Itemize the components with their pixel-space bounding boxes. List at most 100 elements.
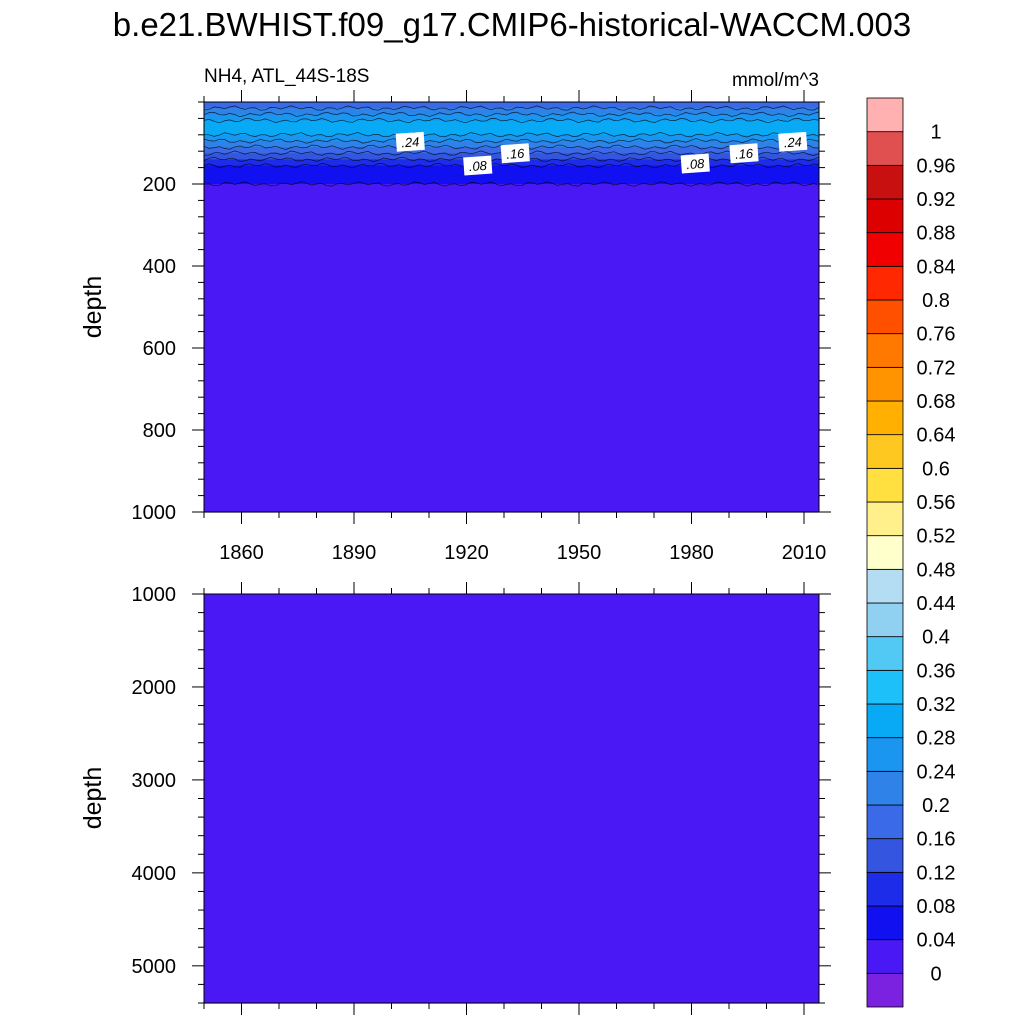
colorbar-box [866,770,904,806]
y-tick-label: 2000 [132,677,177,699]
x-tick-label: 1890 [332,542,377,564]
contour-line [203,138,820,144]
contour-label-text: .08 [686,156,706,172]
colorbar-label: 0.8 [922,290,950,312]
depth-band [204,108,819,115]
panel-left-string: NH4, ATL_44S-18S [204,66,369,87]
colorbar-box [866,232,904,267]
y-tick-label: 1000 [132,584,177,606]
colorbar-box [866,434,904,469]
x-tick-label: 1980 [669,542,714,564]
colorbar-label: 0.6 [922,458,950,480]
contour-label-box [463,155,493,176]
y-tick-label: 4000 [132,863,177,885]
colorbar-label: 0.56 [917,492,956,514]
y-axis-label: depth [79,767,107,830]
contour-line [203,111,820,118]
colorbar-label: 0.64 [917,425,956,447]
colorbar-box [866,467,904,503]
colorbar-box [866,871,904,907]
colorbar-labels: 0 0.04 0.08 0.12 0.16 0.2 0.24 0.28 0.32 0.36 0.4 0… [917,122,956,986]
contour-label-box [680,153,710,174]
colorbar-label: 0.04 [917,930,956,952]
colorbar-box [866,905,904,941]
y-tick-label: 400 [143,256,176,278]
depth-band [204,184,819,513]
contour-label: .16 [729,143,759,164]
colorbar-box [866,299,904,335]
colorbar-box [866,602,904,638]
contour-line [203,117,820,124]
contour-label-text: .08 [468,158,488,174]
colorbar-label: 0.24 [917,761,956,783]
contour-label: .24 [778,131,808,152]
x-tick-label: 1950 [557,542,602,564]
contour-line [203,163,820,169]
colorbar-label: 0.68 [917,391,956,413]
contour-label-box [500,143,530,164]
y-tick-label: 3000 [132,770,177,792]
colorbar-box [866,838,904,873]
colorbar-box [866,97,904,133]
panel-units: mmol/m^3 [732,70,819,91]
colorbar-label: 0 [930,963,941,985]
colorbar-label: 0.4 [922,627,950,649]
plot-frame [203,101,820,513]
contour-labels: .24 .16 .08 .08 .16 .24 [395,131,808,176]
depth-band [204,114,819,122]
colorbar-box [866,366,904,402]
contour-label: .08 [463,155,493,176]
y-axis-label: depth [79,276,107,339]
y-tick-label: 800 [143,420,176,442]
colorbar-label: 0.72 [917,357,956,379]
colorbar: 0 0.04 0.08 0.12 0.16 0.2 0.24 0.28 0.32 0.36 0.4 0… [866,97,956,1008]
colorbar-box [866,501,904,537]
depth-band [204,102,819,109]
colorbar-box [866,400,904,436]
contour-label-box [729,143,759,164]
depth-band [204,594,819,1004]
y-tick-label: 5000 [132,956,177,978]
colorbar-label: 1 [930,122,941,144]
x-axis [203,582,805,1015]
colorbar-box [866,972,904,1008]
depth-band [204,134,819,142]
contour-label-text: .24 [401,134,420,150]
contour-line [203,132,820,138]
contour-label-box [395,131,425,152]
colorbar-label: 0.36 [917,660,956,682]
colorbar-box [866,265,904,301]
y-axis: 1000 2000 3000 4000 5000 [132,584,831,1004]
contour-label-text: .24 [783,134,802,150]
x-axis: 1860 1890 1920 1950 1980 2010 [203,90,827,564]
y-tick-label: 600 [143,338,176,360]
contour-label-text: .16 [734,146,754,162]
contour-label-text: .16 [506,146,526,162]
depth-band [204,159,819,167]
colorbar-box [866,131,904,166]
colorbar-label: 0.44 [917,593,956,615]
colorbar-label: 0.76 [917,324,956,346]
y-axis: 200 400 600 800 1000 [132,101,831,524]
contour-label: .24 [395,131,425,152]
colorbar-box [866,535,904,570]
depth-band [204,140,819,148]
y-tick-label: 1000 [132,502,177,524]
colorbar-label: 0.28 [917,728,956,750]
colorbar-box [866,164,904,200]
colorbar-label: 0.92 [917,189,956,211]
colorbar-box [866,568,904,604]
colorbar-box [866,333,904,368]
colorbar-label: 0.88 [917,223,956,245]
colorbar-box [866,198,904,234]
colorbar-label: 0.08 [917,896,956,918]
colorbar-label: 0.12 [917,862,956,884]
depth-band [204,165,819,185]
contour-label: .08 [680,153,710,174]
contour-line [203,105,820,111]
colorbar-label: 0.32 [917,694,956,716]
colorbar-label: 0.16 [917,829,956,851]
x-tick-label: 2010 [782,542,827,564]
y-tick-label: 200 [143,174,176,196]
